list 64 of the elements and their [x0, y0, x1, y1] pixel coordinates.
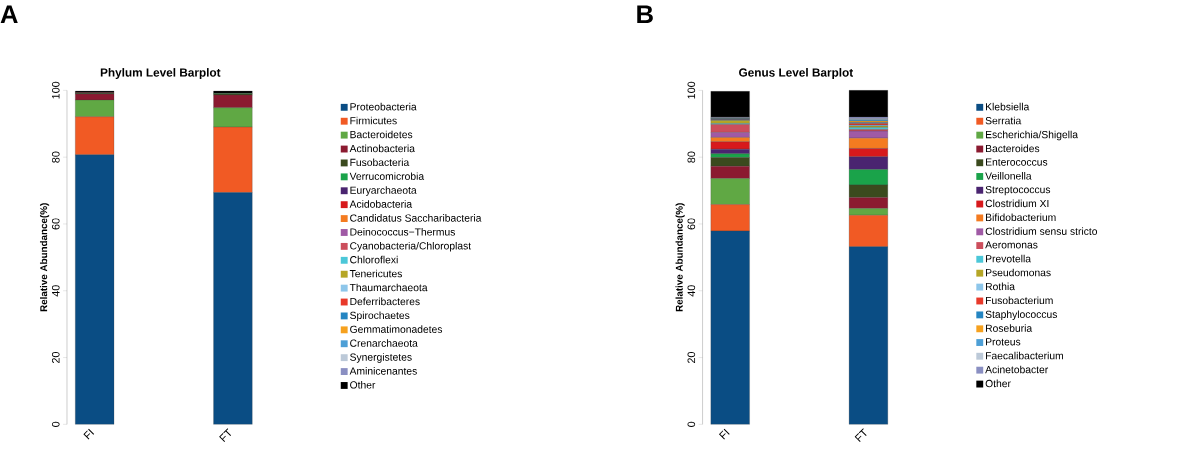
y-tick-label: 60 [51, 218, 60, 230]
legend-label: Firmicutes [350, 116, 397, 125]
legend-label: Spirochaetes [350, 311, 410, 322]
legend-label: Euryarchaeota [350, 186, 417, 197]
legend-label: Clostridium XI [985, 199, 1049, 208]
y-tick-label: 100 [51, 81, 60, 99]
legend-label: Staphylococcus [985, 310, 1058, 321]
legend-label: Deferribacteres [350, 297, 420, 306]
legend-label: Pseudomonas [986, 268, 1051, 277]
y-tick-label: 60 [687, 218, 696, 230]
y-tick-label: 0 [687, 421, 696, 428]
legend-label: Verrucomicrobia [349, 172, 425, 181]
y-tick-label: 0 [51, 421, 60, 428]
legend-label: Serratia [985, 116, 1022, 125]
legend-label: Rothia [986, 282, 1015, 291]
legend-label: Fusobacterium [986, 296, 1053, 305]
legend-label: Enterococcus [986, 158, 1048, 166]
y-tick-label: 40 [51, 285, 60, 297]
x-tick-label: FI [83, 428, 95, 440]
y-tick-label: 20 [51, 352, 60, 364]
chart-title: Genus Level Barplot [739, 68, 854, 80]
legend-label: Thaumarchaeota [349, 283, 428, 292]
legend-label: Bacteroides [986, 144, 1040, 153]
legend-label: Chloroflexi [350, 255, 398, 264]
y-tick-label: 80 [687, 151, 696, 163]
legend-label: Synergistetes [350, 353, 412, 363]
y-tick-label: 80 [51, 151, 60, 163]
text: A [0, 5, 18, 24]
legend-label: Klebsiella [986, 102, 1030, 111]
legend-label: Escherichia/Shigella [986, 130, 1079, 141]
legend-label: Cyanobacteria/Chloroplast [350, 242, 472, 252]
legend-label: Bifidobacterium [986, 213, 1056, 222]
legend-label: Fusobacteria [350, 158, 410, 167]
legend-label: Actinobacteria [349, 144, 415, 153]
y-tick-label: 100 [687, 81, 696, 99]
legend-label: Candidatus Saccharibacteria [350, 214, 482, 222]
y-axis-title: Relative Abundance(%) [675, 203, 685, 312]
x-tick-label: FT [219, 428, 232, 443]
legend-label: Roseburia [986, 324, 1033, 333]
text: B [637, 5, 653, 24]
legend-label: Tenericutes [349, 269, 402, 278]
legend-label: Bacteroidetes [350, 130, 413, 139]
y-tick-label: 20 [687, 352, 696, 364]
legend-label: Prevotella [986, 254, 1032, 263]
legend-label: Other [350, 381, 376, 389]
legend-label: Gemmatimonadetes [350, 325, 443, 334]
chart-title: Phylum Level Barplot [100, 68, 221, 80]
y-tick-label: 40 [687, 285, 696, 297]
y-axis-title: Relative Abundance(%) [39, 203, 50, 312]
legend-label: Clostridium sensu stricto [985, 227, 1098, 236]
legend-label: Acinetobacter [985, 365, 1049, 374]
legend-label: Aeromonas [985, 241, 1038, 249]
legend-label: Aminicenantes [349, 367, 417, 375]
legend-label: Veillonella [985, 172, 1032, 180]
x-tick-label: FT [854, 428, 867, 443]
legend-label: Crenarchaeota [350, 339, 418, 347]
legend-label: Deinococcus−Thermus [350, 228, 455, 236]
legend-label: Other [985, 379, 1011, 388]
legend-label: Acidobacteria [349, 200, 413, 208]
legend-label: Streptococcus [985, 186, 1051, 196]
legend-label: Faecalibacterium [986, 351, 1063, 360]
legend-label: Proteobacteria [350, 102, 417, 111]
x-tick-label: FI [718, 428, 730, 440]
legend-label: Proteus [986, 338, 1021, 346]
